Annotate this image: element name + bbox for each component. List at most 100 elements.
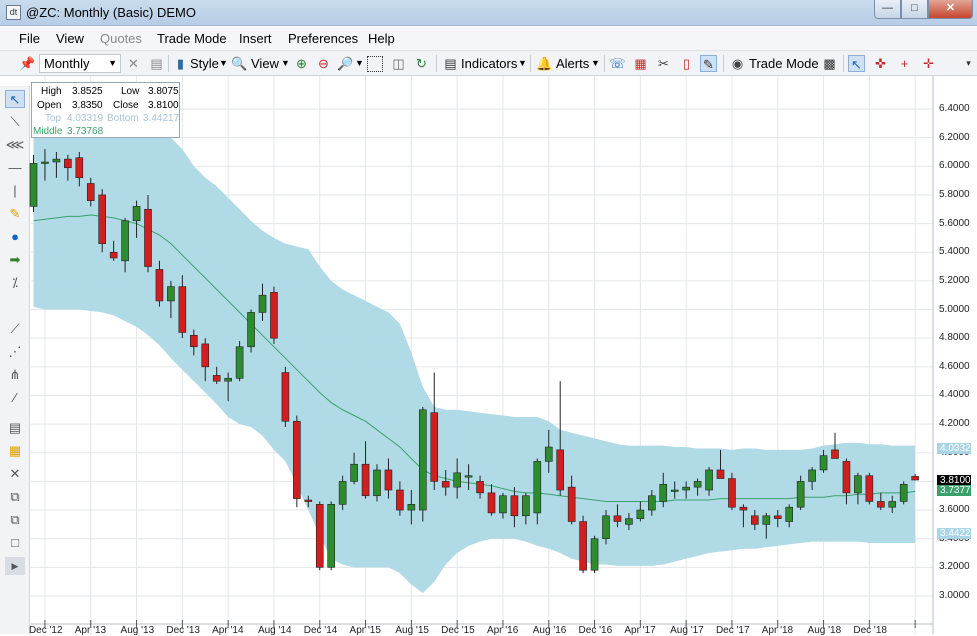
price-axis-label: 3.0000	[939, 590, 970, 601]
menu-insert[interactable]: Insert	[239, 31, 272, 46]
phone-icon[interactable]: ☏	[609, 56, 626, 71]
up-candle	[636, 509, 645, 519]
indicators-menu[interactable]: Indicators	[461, 56, 518, 71]
pointer-tool-icon[interactable]: ↖	[5, 90, 25, 108]
zoom-out-icon[interactable]: ⊖	[318, 56, 329, 71]
close-label: Close	[113, 100, 139, 111]
monitor-icon[interactable]: ▩	[823, 56, 836, 71]
menu-view[interactable]: View	[56, 31, 84, 46]
vertical-line-tool-icon[interactable]: |	[13, 183, 17, 198]
up-candle	[41, 161, 49, 164]
menu-quotes[interactable]: Quotes	[100, 31, 142, 46]
up-candle	[338, 481, 347, 505]
zoom-in-icon[interactable]: ⊕	[296, 56, 307, 71]
delete-drawing-icon[interactable]: ✕	[9, 466, 21, 481]
time-axis-label: Apr '17	[624, 625, 656, 636]
paste-drawing-icon[interactable]: ⧉	[10, 512, 20, 527]
top-value: 4.03319	[67, 113, 104, 124]
chart-colors-icon[interactable]: ▦	[634, 56, 647, 71]
price-chart[interactable]	[0, 76, 977, 634]
bollinger-band-area	[33, 119, 916, 594]
time-axis-label: Aug '17	[670, 625, 704, 636]
down-candle	[315, 504, 324, 568]
alerts-menu[interactable]: Alerts	[556, 56, 590, 71]
view-menu[interactable]: View	[251, 56, 279, 71]
bollinger-middle-line	[33, 214, 916, 502]
down-candle	[476, 481, 484, 494]
horizontal-line-tool-icon[interactable]: —	[8, 160, 22, 175]
pointer-icon[interactable]: ↖	[848, 55, 865, 72]
down-candle	[86, 183, 95, 201]
menu-preferences[interactable]: Preferences	[288, 31, 359, 46]
alerts-chevron-icon: ▼	[591, 58, 600, 68]
price-axis-label: 4.6000	[939, 360, 970, 372]
gann-fan-tool-icon[interactable]: ⋔	[9, 367, 21, 382]
fan-tool-icon[interactable]: ⟋	[10, 321, 20, 336]
toolbar-overflow-icon[interactable]: ▾	[966, 58, 971, 68]
time-axis-label: Aug '13	[120, 625, 155, 636]
period-select[interactable]: Monthly ▼	[39, 54, 121, 73]
down-candle	[396, 489, 404, 511]
up-candle	[453, 472, 461, 488]
refresh-page-icon[interactable]: ◫	[392, 56, 405, 71]
up-candle	[808, 469, 816, 482]
down-candle	[441, 481, 450, 488]
expand-tools-icon[interactable]: ▶	[5, 557, 25, 575]
magnifier-icon: 🔍	[231, 56, 248, 71]
copy-drawing-icon[interactable]: ⧉	[10, 489, 20, 504]
crosshair-icon[interactable]: ✜	[875, 56, 886, 71]
zoom-box-icon[interactable]	[367, 56, 383, 72]
properties-tool-icon[interactable]: ▦	[8, 443, 22, 458]
minimize-button[interactable]: —	[874, 0, 901, 19]
up-candle	[854, 475, 862, 494]
down-candle	[865, 475, 874, 502]
up-candle	[819, 455, 828, 471]
menu-trade-mode[interactable]: Trade Mode	[157, 31, 227, 46]
high-label: High	[41, 86, 62, 97]
style-chevron-icon: ▼	[219, 58, 228, 68]
pin-icon[interactable]: 📌	[19, 56, 36, 71]
trendline-tool-icon[interactable]: ⟍	[10, 114, 20, 129]
open-value: 3.8350	[72, 100, 103, 111]
callout-tool-icon[interactable]: ●	[11, 229, 19, 244]
print-icon[interactable]: ▤	[150, 56, 163, 71]
select-area-icon[interactable]: □	[11, 535, 19, 550]
menu-file[interactable]: File	[19, 31, 40, 46]
scissors-icon[interactable]: ✂	[658, 56, 669, 71]
alert-bell-icon: 🔔	[536, 56, 553, 71]
window-title: @ZC: Monthly (Basic) DEMO	[26, 5, 196, 20]
fibonacci-tool-icon[interactable]: ⋰	[8, 344, 22, 359]
app-logo-icon: dt	[6, 5, 21, 20]
up-candle	[625, 518, 633, 525]
regression-tool-icon[interactable]: ∕	[13, 390, 17, 405]
style-menu[interactable]: Style	[190, 56, 219, 71]
bottom-band-tag: 3.4422	[937, 527, 971, 539]
close-button[interactable]: ✕	[928, 0, 973, 19]
refresh-icon[interactable]: ↻	[416, 56, 427, 71]
note-tool-icon[interactable]: ✎	[9, 206, 21, 221]
lock-tool-icon[interactable]: ▤	[8, 420, 22, 435]
parallel-lines-tool-icon[interactable]: ⋘	[5, 137, 25, 152]
down-candle	[751, 515, 759, 525]
view-chevron-icon: ▼	[281, 58, 290, 68]
last-price-tag: 3.8100	[937, 474, 971, 486]
menu-help[interactable]: Help	[368, 31, 395, 46]
zoom-icon[interactable]: 🔎	[337, 56, 354, 71]
price-axis-label: 5.8000	[939, 188, 970, 200]
high-value: 3.8525	[72, 86, 103, 97]
pen-tool-icon[interactable]: ✎	[700, 55, 717, 72]
document-icon[interactable]: ▯	[682, 56, 691, 71]
trade-mode-button[interactable]: Trade Mode	[749, 56, 819, 71]
arrow-tool-icon[interactable]: ➡	[9, 252, 21, 267]
up-candle	[670, 489, 679, 492]
price-axis-label: 3.2000	[939, 561, 970, 573]
down-candle	[911, 476, 919, 481]
down-candle	[293, 420, 301, 499]
cross-icon[interactable]: +	[900, 56, 909, 71]
arc-tool-icon[interactable]: ⁒	[12, 275, 18, 290]
maximize-button[interactable]: □	[901, 0, 928, 19]
up-candle	[590, 538, 599, 571]
delete-icon[interactable]: ✕	[128, 56, 139, 71]
target-cross-icon[interactable]: ✛	[923, 56, 934, 71]
up-candle	[682, 486, 690, 491]
